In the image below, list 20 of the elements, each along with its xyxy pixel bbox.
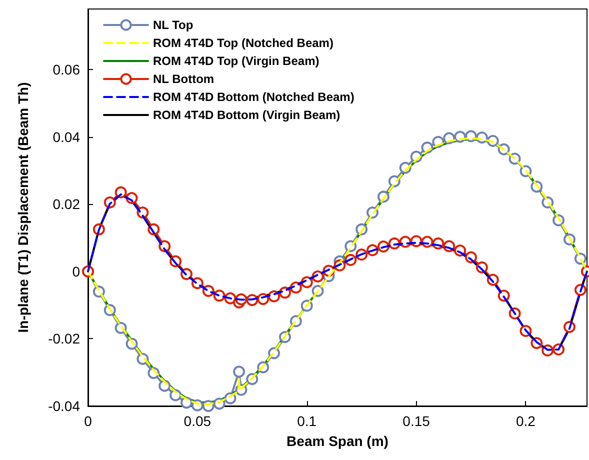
x-tick-label: 0.1: [297, 413, 317, 429]
y-tick-label: -0.02: [48, 330, 80, 347]
y-tick-label: 0.02: [52, 196, 80, 212]
legend-label: ROM 4T4D Bottom (Notched Beam): [153, 90, 354, 104]
x-tick-label: 0.2: [516, 413, 536, 429]
legend-label: ROM 4T4D Top (Virgin Beam): [153, 54, 320, 68]
x-tick-label: 0: [84, 413, 92, 429]
y-axis-title: In-plane (T1) Displacement (Beam Th): [15, 82, 31, 333]
x-axis-title: Beam Span (m): [286, 433, 388, 449]
legend-label: ROM 4T4D Bottom (Virgin Beam): [153, 108, 340, 122]
point: [233, 366, 246, 378]
legend-label: NL Bottom: [153, 72, 214, 86]
x-tick-label: 0.05: [184, 413, 212, 429]
x-tick-label: 0.15: [402, 413, 430, 429]
y-tick-label: -0.04: [48, 398, 80, 414]
legend-label: NL Top: [153, 18, 194, 32]
y-tick-label: 0.04: [52, 128, 80, 145]
y-tick-label: 0: [72, 263, 80, 280]
y-tick-label: 0.06: [52, 62, 80, 78]
legend-label: ROM 4T4D Top (Notched Beam): [153, 36, 334, 50]
